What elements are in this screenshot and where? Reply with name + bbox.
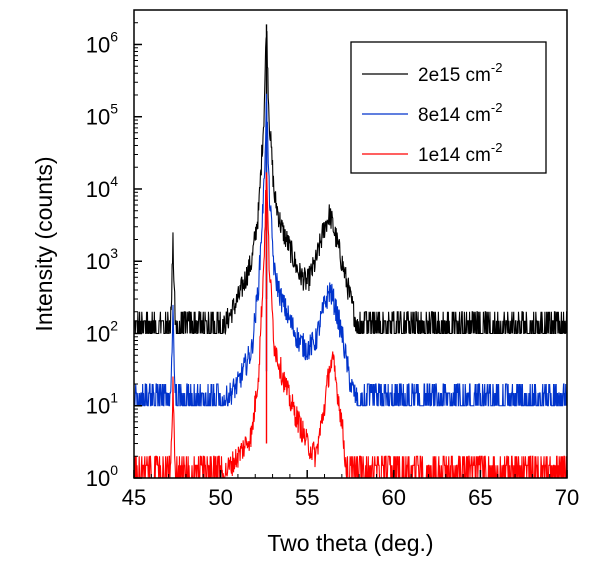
plot-frame: [133, 9, 568, 479]
y-tick-exponent: 3: [110, 245, 118, 261]
legend-label-3: 1e14 cm-2: [418, 140, 502, 166]
y-tick-exponent: 0: [110, 462, 118, 478]
y-tick-label: 100: [86, 462, 118, 491]
x-tick-label: 60: [382, 485, 406, 510]
x-tick-label: 55: [295, 485, 319, 510]
y-tick-label: 102: [86, 317, 118, 346]
x-tick-label: 70: [555, 485, 579, 510]
y-tick-exponent: 5: [110, 101, 118, 117]
y-tick-exponent: 4: [110, 173, 118, 189]
legend-box: [350, 41, 547, 174]
series-line-3: [133, 174, 568, 479]
legend-label-exponent: -2: [491, 140, 503, 155]
legend-label-exponent: -2: [491, 60, 503, 75]
legend-label-2: 8e14 cm-2: [418, 100, 502, 126]
y-axis-title: Intensity (counts): [31, 156, 57, 331]
y-tick-label: 106: [86, 28, 118, 57]
y-tick-label: 101: [86, 390, 118, 419]
series-line-2: [134, 93, 568, 407]
x-tick-label: 50: [208, 485, 232, 510]
legend: 2e15 cm-2 8e14 cm-2 1e14 cm-2: [350, 41, 547, 174]
y-tick-label: 105: [86, 101, 118, 130]
y-tick-label: 104: [86, 173, 118, 202]
y-tick-label: 103: [86, 245, 118, 274]
x-tick-label: 65: [468, 485, 492, 510]
y-tick-exponent: 6: [110, 28, 118, 44]
y-tick-exponent: 2: [110, 317, 118, 333]
series-line-1: [134, 31, 568, 336]
legend-label-1: 2e15 cm-2: [418, 60, 502, 86]
x-tick-label: 45: [122, 485, 146, 510]
x-axis-title: Two theta (deg.): [267, 530, 433, 556]
legend-label-exponent: -2: [491, 100, 503, 115]
y-tick-exponent: 1: [110, 390, 118, 406]
